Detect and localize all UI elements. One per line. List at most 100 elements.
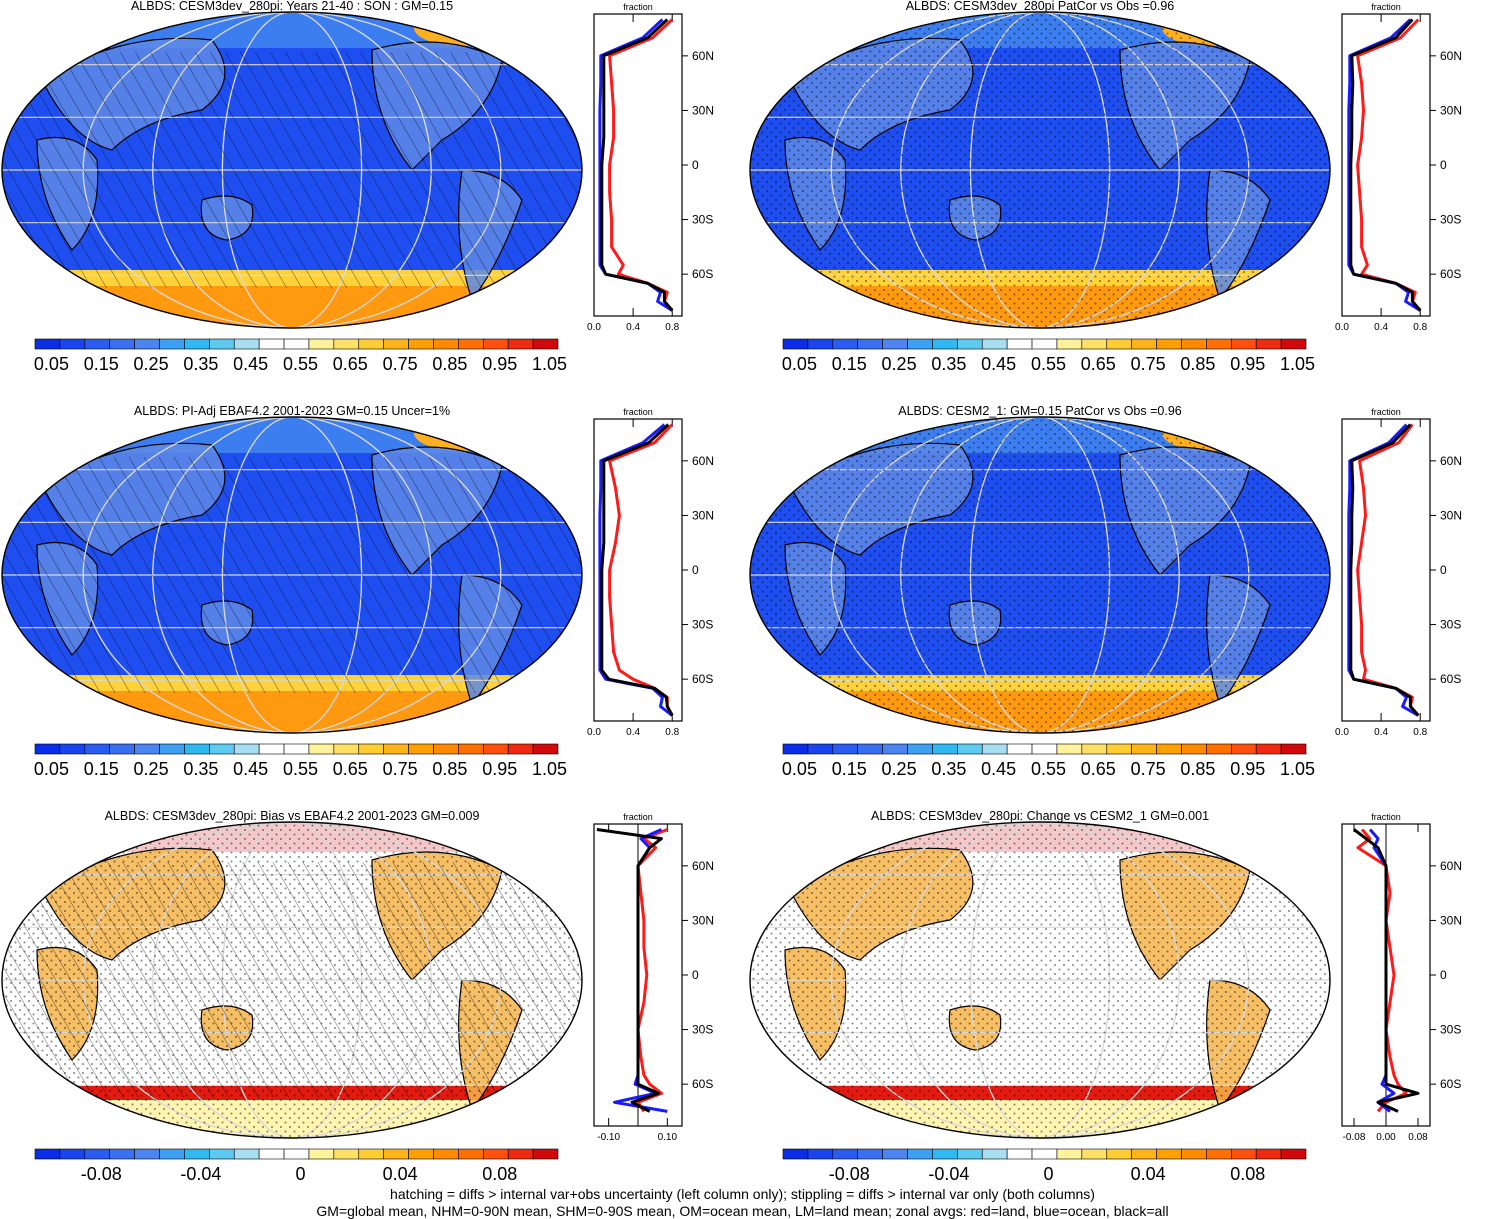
lat-tick-label: 30N	[692, 103, 714, 117]
colorbar-tick-label: 1.05	[532, 759, 567, 779]
fraction-axis-label: fraction	[1371, 2, 1401, 12]
zonal-series-black	[1349, 18, 1422, 312]
fraction-tick-label: 0.4	[1374, 727, 1388, 738]
colorbar-tick-label: 0.55	[1031, 759, 1066, 779]
colorbar-swatch	[507, 743, 534, 755]
colorbar-tick-label: 0.95	[482, 354, 517, 374]
fraction-tick-label: 0.0	[1335, 727, 1349, 738]
colorbar-swatch	[134, 1148, 160, 1160]
colorbar-4: -0.08 -0.04 0 0.04 0.08	[34, 1148, 559, 1184]
map-panel-p2: ALBDS: CESM3dev_280pi PatCor vs Obs =0.9…	[749, 0, 1331, 329]
greenland-field	[414, 417, 510, 451]
zonal-profile-p1: 60N 30N 0 30S 60S 0.0 0.4 0.8 fraction	[587, 2, 714, 333]
colorbar-swatch	[857, 743, 883, 755]
colorbar-swatch	[159, 743, 185, 755]
colorbar-swatch	[159, 338, 185, 350]
colorbar-swatch	[1156, 1148, 1182, 1160]
colorbar-swatch	[308, 338, 335, 350]
colorbar-swatch	[981, 743, 1008, 755]
colorbar-swatch	[283, 338, 310, 350]
colorbar-tick-label: 0.65	[1081, 354, 1116, 374]
colorbar-swatch	[832, 338, 859, 350]
zonal-profile-p4: 60N 30N 0 30S 60S 0.0 0.4 0.8 fraction	[1335, 407, 1462, 738]
zonal-profile-p3: 60N 30N 0 30S 60S 0.0 0.4 0.8 fraction	[587, 407, 714, 738]
lat-tick-label: 0	[692, 563, 699, 577]
colorbar-swatch	[1280, 338, 1307, 350]
colorbar-swatch	[34, 338, 61, 350]
map-border	[1, 11, 583, 329]
colorbar-swatch	[1230, 743, 1257, 755]
colorbar-swatch	[532, 338, 559, 350]
profile-frame	[1341, 13, 1431, 317]
colorbar-swatch	[1181, 743, 1207, 755]
fraction-tick-label: 0.4	[626, 322, 640, 333]
colorbar-swatch	[209, 338, 235, 350]
colorbar-tick-label: 0.95	[1230, 354, 1265, 374]
colorbar-tick-label: 0.65	[1081, 759, 1116, 779]
colorbar-tick-label: 0	[295, 1164, 305, 1184]
stippling-overlay	[750, 822, 1330, 1138]
colorbar-swatch	[1006, 1148, 1033, 1160]
colorbar-tick-label: -0.08	[829, 1164, 870, 1184]
zonal-series-black	[600, 423, 674, 717]
lat-tick-label: 60S	[692, 672, 713, 686]
colorbar-swatch	[333, 338, 360, 350]
fraction-tick-label: 0.8	[665, 727, 679, 738]
colorbar-swatch	[1106, 743, 1132, 755]
fraction-tick-label: 0.8	[665, 322, 679, 333]
colorbar-swatch	[84, 1148, 111, 1160]
colorbar-swatch	[134, 743, 160, 755]
colorbar-swatch	[857, 338, 883, 350]
colorbar-swatch	[84, 743, 111, 755]
fraction-axis-label: fraction	[623, 812, 653, 822]
colorbar-tick-label: 0.15	[832, 759, 867, 779]
colorbar-tick-label: 0.65	[333, 759, 368, 779]
fraction-tick-label: 0.00	[1376, 1132, 1396, 1143]
map-title: ALBDS: CESM3dev_280pi: Years 21-40 : SON…	[131, 0, 453, 13]
colorbar-swatch	[383, 1148, 409, 1160]
colorbar-swatch	[957, 338, 983, 350]
colorbar-swatch	[233, 1148, 260, 1160]
colorbar-swatch	[507, 1148, 534, 1160]
colorbar-swatch	[84, 338, 111, 350]
colorbar-swatch	[408, 743, 434, 755]
lat-tick-label: 0	[692, 968, 699, 982]
colorbar-swatch	[1230, 1148, 1257, 1160]
colorbar-tick-label: 0.25	[134, 759, 169, 779]
colorbar-swatch	[358, 743, 384, 755]
colorbar-tick-label: 0.75	[1131, 759, 1166, 779]
colorbar-swatch	[233, 338, 260, 350]
colorbar-tick-label: 0.25	[134, 354, 169, 374]
zonal-profile-p2: 60N 30N 0 30S 60S 0.0 0.4 0.8 fraction	[1335, 2, 1462, 333]
antarctica-field	[2, 691, 582, 733]
colorbar-tick-label: 0.15	[832, 354, 867, 374]
zonal-series-black	[600, 18, 674, 312]
footer-note-hatching: hatching = diffs > internal var+obs unce…	[390, 1186, 1095, 1202]
colorbar-tick-label: 0.15	[84, 354, 119, 374]
colorbar-tick-label: 0.45	[981, 354, 1016, 374]
colorbar-tick-label: 0.65	[333, 354, 368, 374]
lat-tick-label: 60S	[692, 267, 713, 281]
colorbar-swatch	[109, 338, 135, 350]
colorbar-tick-label: 0.95	[1230, 759, 1265, 779]
colorbar-swatch	[333, 743, 360, 755]
map-title: ALBDS: CESM3dev_280pi: Bias vs EBAF4.2 2…	[105, 809, 480, 823]
lat-tick-label: 0	[1440, 563, 1447, 577]
colorbar-swatch	[134, 338, 160, 350]
colorbar-tick-label: -0.04	[928, 1164, 969, 1184]
colorbar-swatch	[184, 1148, 210, 1160]
colorbar-0: 0.05 0.15 0.25 0.35 0.45 0.55 0.65 0.75 0.85 0.95…	[34, 338, 567, 374]
colorbar-swatch	[383, 338, 409, 350]
colorbar-tick-label: 0.05	[782, 759, 817, 779]
colorbar-swatch	[458, 743, 484, 755]
map-title: ALBDS: CESM3dev_280pi: Change vs CESM2_1…	[871, 809, 1209, 823]
map-panel-p3: ALBDS: PI-Adj EBAF4.2 2001-2023 GM=0.15 …	[1, 404, 583, 734]
colorbar-tick-label: 0.55	[283, 759, 318, 779]
colorbar-tick-label: 0.05	[782, 354, 817, 374]
colorbar-tick-label: 0.25	[882, 354, 917, 374]
zonal-series-blue	[598, 423, 674, 717]
colorbar-swatch	[1006, 743, 1033, 755]
colorbar-swatch	[807, 743, 834, 755]
colorbar-swatch	[1206, 743, 1232, 755]
colorbar-tick-label: 0.35	[931, 354, 966, 374]
